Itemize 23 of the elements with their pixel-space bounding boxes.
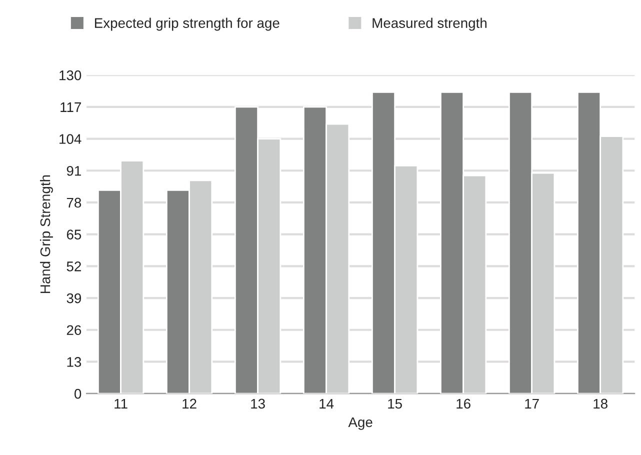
y-tick-label: 104 [60, 134, 82, 144]
y-tick-label: 52 [66, 262, 81, 272]
x-tick-label: 12 [182, 398, 196, 408]
y-axis-title: Hand Grip Strength [40, 175, 53, 294]
x-tick-label: 17 [525, 398, 539, 408]
x-axis-title: Age [348, 417, 372, 430]
y-tick-label: 78 [66, 198, 82, 208]
y-tick-label: 65 [66, 230, 82, 240]
x-tick-label: 16 [456, 398, 470, 409]
y-tick-label: 13 [67, 357, 82, 367]
y-tick-label: 117 [60, 102, 81, 112]
y-tick-label: 26 [66, 325, 82, 336]
legend-label: Measured strength [372, 18, 486, 31]
x-tick-label: 18 [594, 398, 608, 409]
x-tick-label: 14 [320, 398, 334, 408]
x-tick-label: 15 [388, 398, 402, 409]
y-tick-label: 130 [60, 70, 82, 80]
y-tick-label: 91 [66, 166, 81, 176]
x-tick-label: 13 [251, 398, 265, 409]
y-tick-label: 0 [74, 388, 82, 399]
x-tick-label: 11 [114, 398, 128, 408]
legend-label: Expected grip strength for age [94, 18, 280, 31]
y-tick-label: 39 [66, 293, 82, 304]
